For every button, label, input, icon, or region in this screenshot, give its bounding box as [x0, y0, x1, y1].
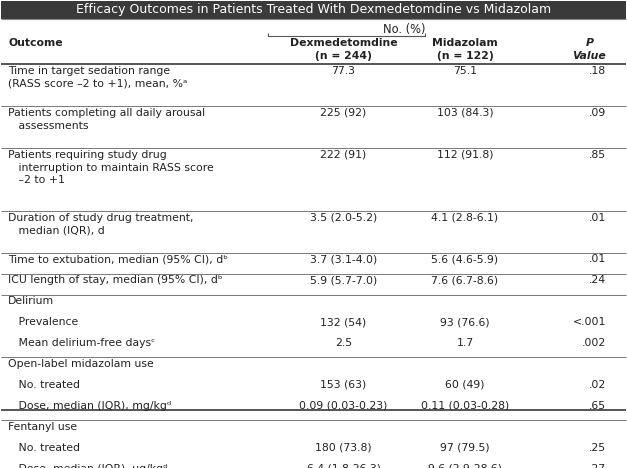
Text: .02: .02	[589, 380, 606, 390]
Text: 9.6 (2.9-28.6): 9.6 (2.9-28.6)	[428, 464, 502, 468]
Text: 6.4 (1.8-26.3): 6.4 (1.8-26.3)	[307, 464, 381, 468]
Text: No. treated: No. treated	[8, 443, 80, 453]
Text: 5.6 (4.6-5.9): 5.6 (4.6-5.9)	[431, 255, 498, 264]
Text: Fentanyl use: Fentanyl use	[8, 422, 77, 432]
Text: 77.3: 77.3	[332, 66, 356, 76]
Text: ICU length of stay, median (95% CI), dᵇ: ICU length of stay, median (95% CI), dᵇ	[8, 275, 223, 285]
Text: .01: .01	[589, 212, 606, 222]
Text: Dose, median (IQR), mg/kgᵈ: Dose, median (IQR), mg/kgᵈ	[8, 401, 171, 411]
Text: .27: .27	[589, 464, 606, 468]
Text: .65: .65	[589, 401, 606, 411]
Text: 5.9 (5.7-7.0): 5.9 (5.7-7.0)	[310, 275, 377, 285]
Text: Mean delirium-free daysᶜ: Mean delirium-free daysᶜ	[8, 338, 155, 348]
Text: 4.1 (2.8-6.1): 4.1 (2.8-6.1)	[431, 212, 498, 222]
Text: Patients completing all daily arousal
   assessments: Patients completing all daily arousal as…	[8, 108, 205, 131]
Text: 225 (92): 225 (92)	[320, 108, 367, 118]
Text: 132 (54): 132 (54)	[320, 317, 367, 327]
Text: Outcome: Outcome	[8, 37, 63, 48]
Text: Patients requiring study drug
   interruption to maintain RASS score
   –2 to +1: Patients requiring study drug interrupti…	[8, 150, 214, 185]
Text: Time in target sedation range
(RASS score –2 to +1), mean, %ᵃ: Time in target sedation range (RASS scor…	[8, 66, 187, 89]
Text: 75.1: 75.1	[453, 66, 477, 76]
Text: 7.6 (6.7-8.6): 7.6 (6.7-8.6)	[431, 275, 498, 285]
Text: .25: .25	[589, 443, 606, 453]
Text: 97 (79.5): 97 (79.5)	[440, 443, 490, 453]
Text: .01: .01	[589, 255, 606, 264]
Text: 180 (73.8): 180 (73.8)	[315, 443, 372, 453]
Text: 2.5: 2.5	[335, 338, 352, 348]
Text: Efficacy Outcomes in Patients Treated With Dexmedetomdine vs Midazolam: Efficacy Outcomes in Patients Treated Wi…	[76, 3, 551, 16]
Text: Time to extubation, median (95% CI), dᵇ: Time to extubation, median (95% CI), dᵇ	[8, 255, 228, 264]
Text: Dose, median (IQR), μg/kgᵈ: Dose, median (IQR), μg/kgᵈ	[8, 464, 167, 468]
Text: Prevalence: Prevalence	[8, 317, 78, 327]
Text: Duration of study drug treatment,
   median (IQR), d: Duration of study drug treatment, median…	[8, 212, 194, 235]
Text: 3.7 (3.1-4.0): 3.7 (3.1-4.0)	[310, 255, 377, 264]
Text: 1.7: 1.7	[456, 338, 473, 348]
Text: 3.5 (2.0-5.2): 3.5 (2.0-5.2)	[310, 212, 377, 222]
Text: 112 (91.8): 112 (91.8)	[436, 150, 493, 160]
Text: 0.09 (0.03-0.23): 0.09 (0.03-0.23)	[299, 401, 387, 411]
Text: .002: .002	[582, 338, 606, 348]
FancyBboxPatch shape	[1, 0, 626, 19]
Text: 222 (91): 222 (91)	[320, 150, 367, 160]
Text: 153 (63): 153 (63)	[320, 380, 367, 390]
Text: 60 (49): 60 (49)	[445, 380, 485, 390]
Text: .85: .85	[589, 150, 606, 160]
Text: 93 (76.6): 93 (76.6)	[440, 317, 490, 327]
Text: No. (%): No. (%)	[383, 23, 426, 36]
Text: .09: .09	[589, 108, 606, 118]
Text: <.001: <.001	[573, 317, 606, 327]
Text: 103 (84.3): 103 (84.3)	[436, 108, 493, 118]
Text: Midazolam
(n = 122): Midazolam (n = 122)	[432, 37, 498, 61]
Text: Open-label midazolam use: Open-label midazolam use	[8, 359, 154, 369]
Text: No. treated: No. treated	[8, 380, 80, 390]
Text: Dexmedetomdine
(n = 244): Dexmedetomdine (n = 244)	[290, 37, 398, 61]
Text: 0.11 (0.03-0.28): 0.11 (0.03-0.28)	[421, 401, 509, 411]
Text: Delirium: Delirium	[8, 296, 55, 306]
Text: .24: .24	[589, 275, 606, 285]
Text: .18: .18	[589, 66, 606, 76]
Text: P
Value: P Value	[572, 37, 606, 61]
